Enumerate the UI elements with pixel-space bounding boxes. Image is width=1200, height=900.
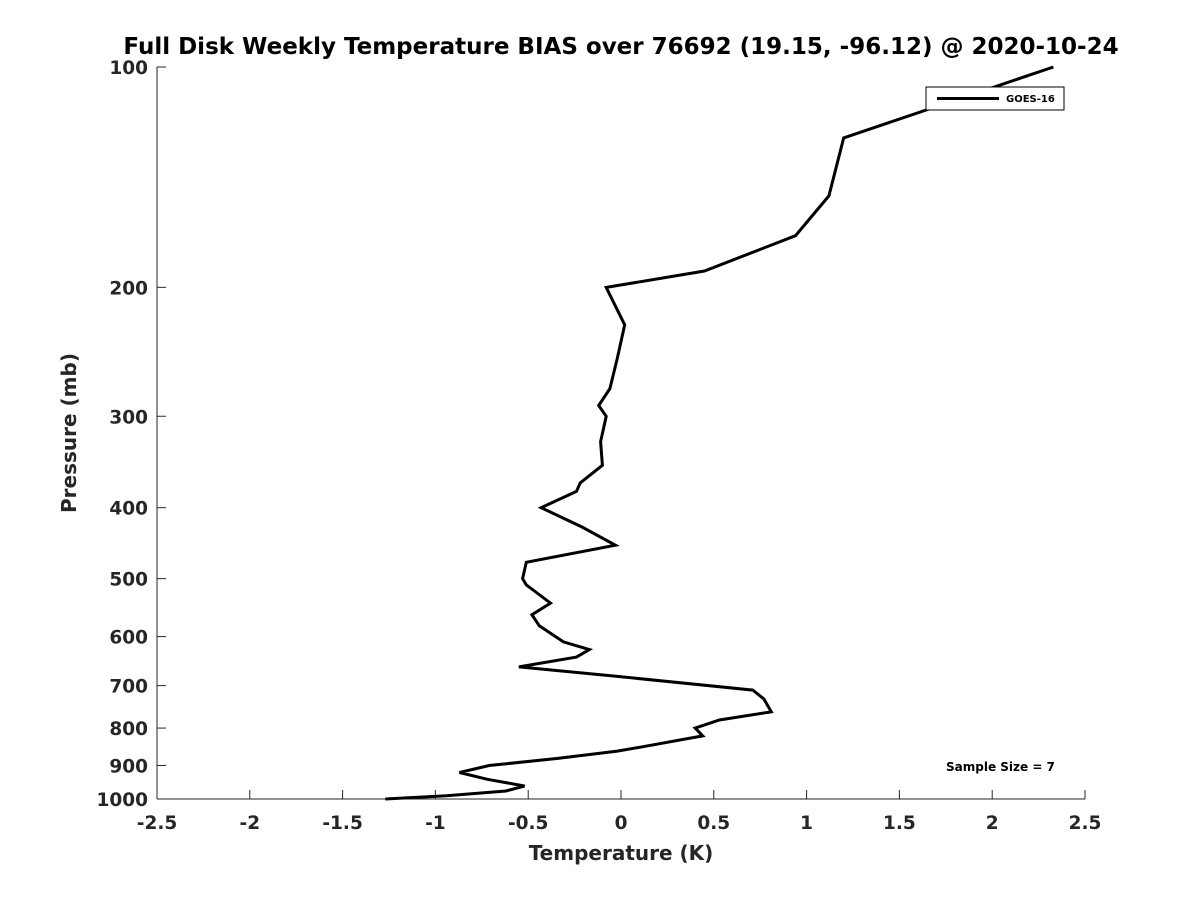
x-tick-label: 1: [800, 813, 813, 834]
legend-label-goes-16: GOES-16: [1006, 94, 1055, 105]
series-line-goes-16: [385, 65, 1054, 801]
chart-title: Full Disk Weekly Temperature BIAS over 7…: [123, 34, 1118, 60]
y-axis-title: Pressure (mb): [57, 353, 81, 513]
y-tick-label: 1000: [97, 790, 149, 811]
y-tick-label: 300: [109, 407, 148, 428]
x-tick-label: 1.5: [883, 813, 916, 834]
series-layer: [385, 65, 1054, 801]
x-tick-label: 2.5: [1069, 813, 1102, 834]
y-tick-label: 800: [109, 719, 148, 740]
y-tick-label: 500: [109, 570, 148, 591]
legend: GOES-16: [925, 86, 1065, 111]
x-tick-label: -2.5: [137, 813, 177, 834]
x-ticks: -2.5 -2 -1.5 -1 -0.5 0 0.5 1 1.5 2 2.5: [137, 790, 1102, 834]
x-tick-label: -1: [425, 813, 446, 834]
x-axis-title: Temperature (K): [529, 841, 714, 865]
x-tick-label: 0: [615, 813, 628, 834]
y-tick-label: 900: [109, 757, 148, 778]
sample-size-annotation: Sample Size = 7: [946, 760, 1055, 774]
x-tick-label: -1.5: [322, 813, 362, 834]
plot-area: -2.5 -2 -1.5 -1 -0.5 0 0.5 1 1.5 2 2.5 100 200 300 40…: [97, 58, 1102, 834]
y-ticks: 100 200 300 400 500 600 700 800 900 1000: [97, 58, 166, 811]
y-tick-label: 400: [109, 499, 148, 520]
y-tick-label: 100: [109, 58, 148, 79]
y-tick-label: 200: [109, 278, 148, 299]
y-tick-label: 700: [109, 677, 148, 698]
x-tick-label: -2: [240, 813, 261, 834]
y-tick-label: 600: [109, 628, 148, 649]
x-tick-label: -0.5: [508, 813, 548, 834]
x-tick-label: 0.5: [697, 813, 730, 834]
x-tick-label: 2: [986, 813, 999, 834]
